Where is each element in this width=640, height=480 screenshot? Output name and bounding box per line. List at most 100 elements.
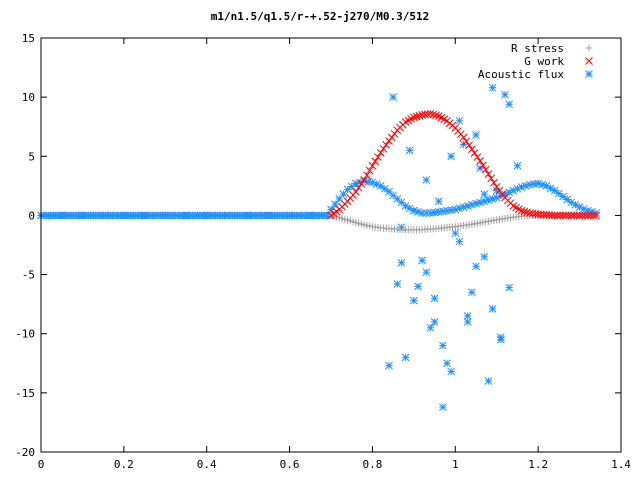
legend-marker <box>585 44 593 52</box>
y-tick-label: -5 <box>22 269 35 282</box>
data-point <box>365 166 374 175</box>
data-point <box>564 211 573 220</box>
data-point <box>497 333 505 342</box>
data-point <box>559 211 567 220</box>
data-point <box>575 211 584 220</box>
data-point <box>352 187 360 196</box>
data-point <box>443 359 451 368</box>
y-tick-label: 15 <box>22 32 35 45</box>
y-tick-label: 0 <box>28 209 35 222</box>
data-point <box>501 90 509 99</box>
data-point <box>488 305 497 313</box>
x-tick-label: 0.2 <box>114 458 134 471</box>
data-point <box>418 256 426 265</box>
data-point <box>360 176 368 184</box>
data-point <box>490 178 498 187</box>
series-layer <box>37 83 600 411</box>
data-point <box>422 176 431 184</box>
x-tick-label: 1.2 <box>528 458 548 471</box>
x-axis-ticks: 0 0.2 0.4 0.6 0.8 1 1.2 1.4 <box>38 38 631 471</box>
data-point <box>492 193 501 202</box>
data-point <box>570 211 578 220</box>
data-point <box>463 312 472 320</box>
data-point <box>488 83 497 92</box>
data-point <box>484 170 493 178</box>
data-point <box>473 153 482 161</box>
data-point <box>505 283 513 292</box>
y-tick-label: 10 <box>22 91 35 104</box>
data-point <box>481 165 490 174</box>
y-tick-label: -10 <box>15 328 35 341</box>
x-tick-label: 1 <box>452 458 459 471</box>
data-point <box>371 157 380 166</box>
legend-label: Acoustic flux <box>478 68 564 81</box>
data-point <box>434 208 443 216</box>
data-point <box>555 189 563 198</box>
data-point <box>589 211 598 220</box>
data-point <box>572 211 581 220</box>
data-point <box>517 206 526 215</box>
data-point <box>430 294 439 303</box>
data-point <box>331 200 339 209</box>
data-point <box>480 190 489 198</box>
data-point <box>463 202 472 210</box>
data-point <box>480 252 489 261</box>
data-point <box>265 211 273 220</box>
data-point <box>455 116 464 125</box>
data-point <box>244 211 252 220</box>
data-point <box>57 211 66 220</box>
data-point <box>492 183 501 191</box>
data-point <box>439 403 447 411</box>
data-point <box>161 211 170 220</box>
data-point <box>567 211 576 220</box>
data-point <box>412 112 421 121</box>
data-point <box>389 93 397 101</box>
y-tick-label: 5 <box>28 150 35 163</box>
data-point <box>487 174 496 183</box>
data-point <box>513 161 522 170</box>
data-point <box>426 323 435 332</box>
data-point <box>401 353 410 362</box>
data-point <box>393 280 402 288</box>
data-point <box>563 195 571 204</box>
data-point <box>495 186 504 195</box>
data-point <box>520 207 529 216</box>
data-point <box>451 229 460 238</box>
data-point <box>405 146 414 155</box>
data-point <box>387 133 396 142</box>
data-point <box>223 211 232 220</box>
data-point <box>385 361 393 370</box>
data-point <box>479 161 487 170</box>
data-point <box>586 211 595 220</box>
x-tick-label: 0.6 <box>280 458 300 471</box>
data-point <box>363 171 371 180</box>
data-point <box>306 211 315 220</box>
legend-label: R stress <box>511 42 564 55</box>
data-point <box>389 191 397 200</box>
data-point <box>379 144 388 153</box>
data-point <box>374 153 382 161</box>
data-point <box>468 145 476 154</box>
series-g-work <box>327 109 600 220</box>
data-point <box>357 180 366 188</box>
data-point <box>99 211 107 220</box>
data-point <box>327 205 335 214</box>
data-point <box>581 211 589 220</box>
data-point <box>422 268 431 277</box>
data-point <box>459 133 468 142</box>
data-point <box>498 190 507 198</box>
data-point <box>390 129 399 138</box>
data-point <box>182 211 190 220</box>
y-tick-label: -20 <box>15 446 35 459</box>
data-point <box>426 109 435 118</box>
x-tick-label: 0.4 <box>197 458 217 471</box>
data-point <box>455 237 464 246</box>
data-point <box>470 149 479 157</box>
data-point <box>472 131 480 139</box>
data-point <box>468 288 476 297</box>
data-point <box>381 184 389 193</box>
series-r-stress <box>327 211 600 234</box>
y-tick-label: -15 <box>15 387 35 400</box>
data-point <box>140 211 149 220</box>
